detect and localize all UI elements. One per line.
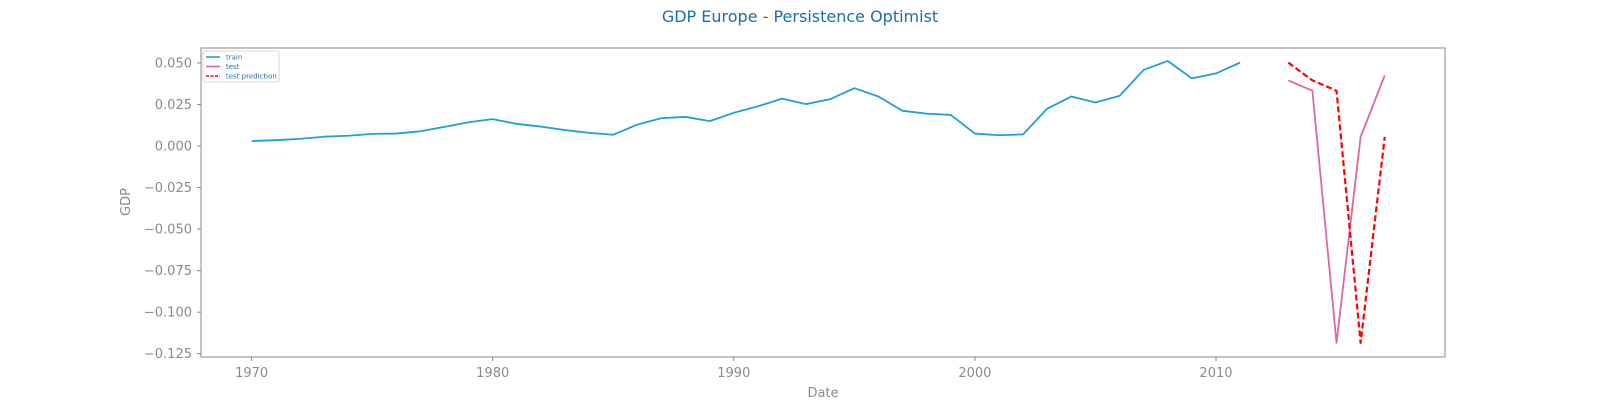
y-tick-label: 0.000 — [155, 140, 192, 155]
legend-label: test prediction — [226, 73, 277, 81]
legend-box — [202, 50, 280, 83]
y-tick-label: 0.050 — [155, 56, 192, 71]
x-tick-label: 1970 — [235, 366, 268, 381]
y-tick-label: −0.050 — [144, 223, 192, 238]
series-line-test-prediction — [1287, 61, 1386, 344]
x-axis-label: Date — [807, 386, 838, 400]
x-tick-label: 2000 — [958, 366, 991, 381]
y-tick-label: −0.100 — [144, 306, 192, 321]
y-axis: 0.050 0.025 0.000 −0.025 −0.050 −0.075 −0.100 −… — [144, 56, 201, 362]
series-layer — [251, 60, 1386, 344]
plot-area — [200, 47, 1446, 358]
y-tick-label: 0.025 — [155, 98, 192, 113]
x-tick-label: 2010 — [1199, 366, 1232, 381]
legend-label: train — [226, 54, 242, 62]
x-tick-label: 1980 — [476, 366, 509, 381]
y-tick-label: −0.125 — [144, 347, 192, 362]
y-tick-label: −0.075 — [144, 264, 192, 279]
x-axis: 1970 1980 1990 2000 2010 — [235, 357, 1233, 381]
legend-label: test — [226, 63, 240, 71]
x-tick-label: 1990 — [717, 366, 750, 381]
y-axis-label: GDP — [119, 188, 134, 216]
chart-title: GDP Europe - Persistence Optimist — [662, 7, 938, 26]
y-tick-label: −0.025 — [144, 181, 192, 196]
series-line-test — [1287, 75, 1386, 344]
series-line-train — [251, 60, 1241, 142]
